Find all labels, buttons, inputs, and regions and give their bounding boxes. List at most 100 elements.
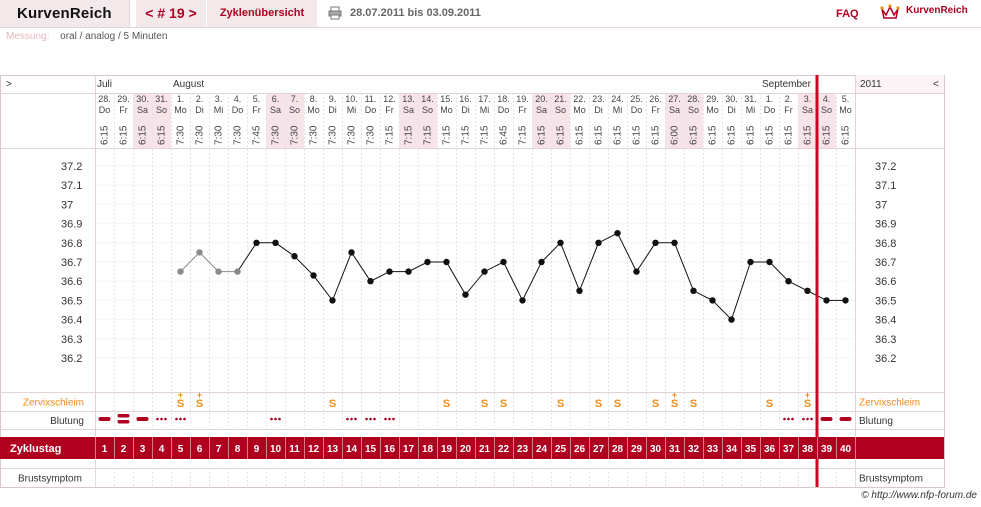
cycle-day-number: 22 bbox=[498, 444, 510, 455]
cycle-day-number: 39 bbox=[821, 444, 833, 455]
temperature-point bbox=[595, 239, 602, 246]
day-time: 7:15 bbox=[442, 125, 453, 145]
temperature-point bbox=[614, 230, 621, 237]
faq-link[interactable]: FAQ bbox=[836, 8, 859, 20]
day-date: 19. bbox=[516, 94, 529, 104]
bleeding-dot bbox=[354, 417, 357, 421]
day-date: 3. bbox=[215, 94, 223, 104]
y-tick-left: 36.5 bbox=[61, 295, 82, 307]
day-time: 7:15 bbox=[404, 125, 415, 145]
bleeding-mark-strong bbox=[820, 417, 833, 421]
current-day-marker bbox=[815, 459, 819, 487]
day-time: 7:30 bbox=[176, 125, 187, 145]
weekend-shade bbox=[665, 93, 684, 148]
day-time: 7:30 bbox=[271, 125, 282, 145]
brand-box: KurvenReich bbox=[0, 0, 130, 27]
measurement-value: oral / analog / 5 Minuten bbox=[60, 31, 168, 42]
day-time: 7:30 bbox=[214, 125, 225, 145]
cervical-mucus-plus: + bbox=[672, 390, 677, 400]
day-date: 27. bbox=[668, 94, 681, 104]
temperature-point bbox=[500, 258, 507, 266]
bleeding-dot bbox=[175, 417, 178, 421]
cycle-day-number: 5 bbox=[178, 444, 184, 455]
weekend-shade bbox=[817, 93, 836, 148]
day-weekday: Do bbox=[764, 105, 776, 115]
temperature-point bbox=[538, 258, 545, 266]
temperature-point bbox=[481, 268, 488, 275]
temperature-point bbox=[329, 297, 336, 304]
day-date: 30. bbox=[136, 94, 149, 104]
day-time: 6:15 bbox=[537, 125, 548, 145]
day-date: 29. bbox=[117, 94, 130, 104]
cycle-day-number: 9 bbox=[254, 444, 260, 455]
cycle-day-number: 18 bbox=[422, 444, 434, 455]
printer-icon[interactable] bbox=[328, 6, 342, 20]
day-time: 7:30 bbox=[233, 125, 244, 145]
weekend-shade bbox=[798, 93, 817, 148]
day-weekday: So bbox=[555, 105, 566, 115]
year-cell-bg bbox=[855, 75, 944, 93]
day-date: 28. bbox=[98, 94, 111, 104]
day-time: 6:15 bbox=[746, 125, 757, 145]
bleeding-label-right: Blutung bbox=[859, 416, 893, 427]
day-date: 2. bbox=[785, 94, 793, 104]
day-date: 29. bbox=[706, 94, 719, 104]
day-time: 7:15 bbox=[423, 125, 434, 145]
temperature-point bbox=[785, 278, 792, 285]
temperature-point bbox=[462, 291, 469, 298]
day-time: 6:15 bbox=[100, 125, 111, 145]
temperature-point bbox=[405, 268, 412, 275]
day-weekday: Do bbox=[498, 105, 510, 115]
y-tick-right: 37.2 bbox=[875, 161, 896, 173]
cycle-overview-button[interactable]: Zyklenübersicht bbox=[207, 0, 317, 27]
cycle-day-number: 3 bbox=[140, 444, 146, 455]
day-time: 7:30 bbox=[195, 125, 206, 145]
measurement-label: Messung: bbox=[6, 31, 50, 42]
bleeding-dot bbox=[365, 417, 368, 421]
y-tick-right: 36.4 bbox=[875, 315, 896, 327]
temperature-point bbox=[823, 297, 830, 304]
cycle-day-number: 40 bbox=[840, 444, 852, 455]
day-weekday: Di bbox=[328, 105, 337, 115]
temperature-point bbox=[310, 272, 317, 279]
day-time: 7:15 bbox=[480, 125, 491, 145]
cycle-day-number: 26 bbox=[574, 444, 586, 455]
bleeding-dot bbox=[274, 417, 277, 421]
chart-prev-arrow[interactable]: > bbox=[6, 79, 12, 90]
weekend-shade bbox=[152, 93, 171, 148]
y-tick-right: 36.9 bbox=[875, 219, 896, 231]
bleeding-dot bbox=[160, 417, 163, 421]
day-time: 7:15 bbox=[385, 125, 396, 145]
copyright: © http://www.nfp-forum.de bbox=[861, 490, 977, 501]
temperature-point bbox=[234, 268, 241, 275]
cervical-mucus-mark: S bbox=[196, 398, 203, 410]
day-weekday: Fr bbox=[784, 105, 793, 115]
day-weekday: Sa bbox=[536, 105, 547, 115]
day-time: 6:15 bbox=[765, 125, 776, 145]
cervical-mucus-mark: S bbox=[177, 398, 184, 410]
day-time: 7:30 bbox=[309, 125, 320, 145]
day-date: 1. bbox=[766, 94, 774, 104]
y-tick-right: 37 bbox=[875, 199, 887, 211]
day-time: 6:45 bbox=[499, 125, 510, 145]
day-weekday: Fr bbox=[651, 105, 660, 115]
month-label: Juli bbox=[97, 79, 112, 90]
day-time: 7:30 bbox=[347, 125, 358, 145]
day-date: 26. bbox=[649, 94, 662, 104]
cycle-navigation[interactable]: < # 19 > bbox=[136, 0, 206, 27]
day-date: 8. bbox=[310, 94, 318, 104]
cycle-day-number: 4 bbox=[159, 444, 165, 455]
temperature-point bbox=[443, 258, 450, 266]
bleeding-dot bbox=[270, 417, 273, 421]
bleeding-dot bbox=[183, 417, 186, 421]
cycle-day-number: 16 bbox=[384, 444, 396, 455]
bleeding-label-left: Blutung bbox=[50, 416, 84, 427]
chart-next-arrow[interactable]: < bbox=[933, 79, 939, 90]
day-time: 7:30 bbox=[328, 125, 339, 145]
temperature-point bbox=[690, 287, 697, 294]
day-weekday: Fr bbox=[518, 105, 527, 115]
temperature-point bbox=[804, 287, 811, 294]
day-time: 6:15 bbox=[822, 125, 833, 145]
day-weekday: Di bbox=[461, 105, 470, 115]
